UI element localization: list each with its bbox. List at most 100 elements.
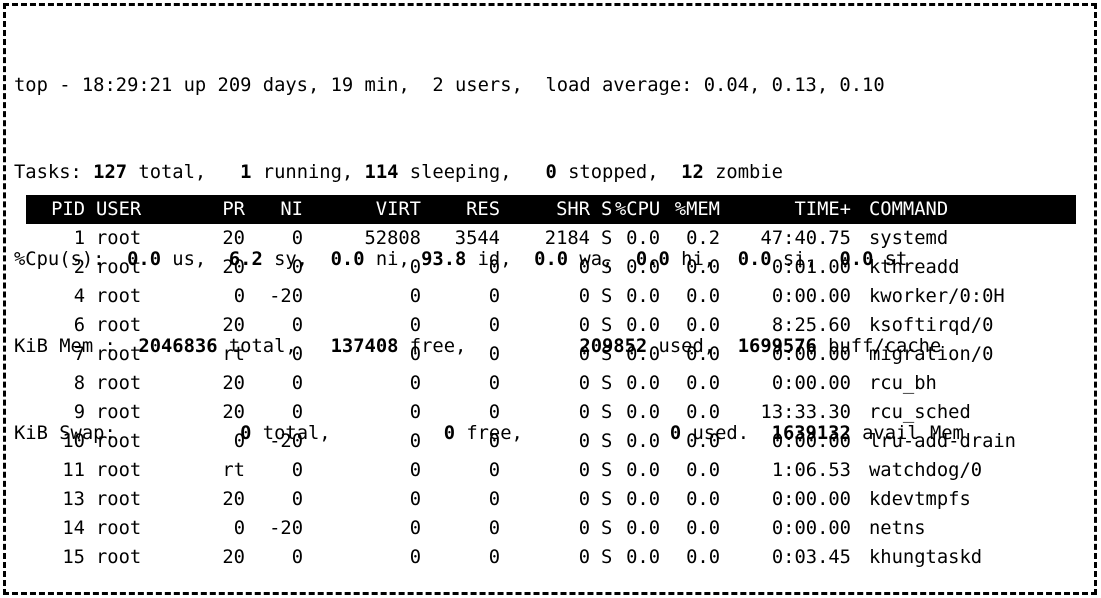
cell-ni: 0 xyxy=(291,489,303,510)
cell-cpu: 0.0 xyxy=(626,315,660,336)
cell-pid: 7 xyxy=(73,344,85,365)
process-row: 11 root rt 0 0 0 0 S 0.0 0.0 1:06.53 wat… xyxy=(26,456,1076,485)
column-header-time: TIME+ xyxy=(794,199,851,220)
cell-virt: 0 xyxy=(409,518,421,539)
column-header-user: USER xyxy=(96,199,142,220)
cell-shr: 0 xyxy=(578,344,590,365)
cell-time: 0:00.00 xyxy=(771,286,851,307)
cell-ni: -20 xyxy=(269,518,303,539)
cell-shr: 0 xyxy=(578,518,590,539)
cell-time: 0:00.00 xyxy=(771,373,851,394)
cell-command: migration/0 xyxy=(869,344,994,365)
cell-user: root xyxy=(96,402,142,423)
cell-cpu: 0.0 xyxy=(626,460,660,481)
column-header-virt: VIRT xyxy=(375,199,421,220)
cell-mem: 0.0 xyxy=(686,257,720,278)
cell-virt: 0 xyxy=(409,402,421,423)
cell-ni: -20 xyxy=(269,431,303,452)
cell-state: S xyxy=(601,460,613,481)
cell-mem: 0.0 xyxy=(686,460,720,481)
cell-state: S xyxy=(601,315,613,336)
cell-pr: rt xyxy=(222,460,245,481)
cell-shr: 0 xyxy=(578,373,590,394)
cell-time: 0:00.00 xyxy=(771,518,851,539)
cell-mem: 0.0 xyxy=(686,547,720,568)
process-row: 1 root 20 0 52808 3544 2184 S 0.0 0.2 47… xyxy=(26,224,1076,253)
cell-virt: 0 xyxy=(409,286,421,307)
cell-mem: 0.0 xyxy=(686,344,720,365)
cell-pr: 0 xyxy=(233,431,245,452)
cell-state: S xyxy=(601,373,613,394)
cell-mem: 0.0 xyxy=(686,518,720,539)
process-row: 13 root 20 0 0 0 0 S 0.0 0.0 0:00.00 kde… xyxy=(26,485,1076,514)
cell-res: 0 xyxy=(488,344,500,365)
summary-line-tasks: Tasks: 127 total, 1 running, 114 sleepin… xyxy=(14,162,783,183)
cell-state: S xyxy=(601,547,613,568)
cell-command: watchdog/0 xyxy=(869,460,983,481)
cell-cpu: 0.0 xyxy=(626,286,660,307)
cell-state: S xyxy=(601,228,613,249)
cell-pid: 6 xyxy=(73,315,85,336)
cell-state: S xyxy=(601,286,613,307)
cell-pid: 10 xyxy=(62,431,85,452)
summary-line-cpu: %Cpu(s): 0.0 us, 6.2 sy, 0.0 ni, 93.8 id… xyxy=(14,249,908,270)
summary-line-uptime: top - 18:29:21 up 209 days, 19 min, 2 us… xyxy=(14,75,885,96)
cell-cpu: 0.0 xyxy=(626,431,660,452)
cell-virt: 0 xyxy=(409,489,421,510)
cell-ni: 0 xyxy=(291,315,303,336)
cell-shr: 0 xyxy=(578,315,590,336)
cell-state: S xyxy=(601,431,613,452)
cell-user: root xyxy=(96,373,142,394)
cell-res: 0 xyxy=(488,286,500,307)
cell-time: 1:06.53 xyxy=(771,460,851,481)
cell-command: lru-add-drain xyxy=(869,431,1016,452)
cell-res: 0 xyxy=(488,257,500,278)
top-summary: top - 18:29:21 up 209 days, 19 min, 2 us… xyxy=(14,13,964,506)
cell-command: rcu_bh xyxy=(869,373,937,394)
cell-virt: 0 xyxy=(409,257,421,278)
column-header-ni: NI xyxy=(280,199,303,220)
cell-time: 0:00.00 xyxy=(771,431,851,452)
cell-shr: 0 xyxy=(578,257,590,278)
cell-cpu: 0.0 xyxy=(626,257,660,278)
cell-state: S xyxy=(601,344,613,365)
cell-command: khungtaskd xyxy=(869,547,983,568)
cell-command: kdevtmpfs xyxy=(869,489,971,510)
cell-shr: 0 xyxy=(578,547,590,568)
cell-virt: 0 xyxy=(409,547,421,568)
cell-ni: 0 xyxy=(291,228,303,249)
cell-command: systemd xyxy=(869,228,949,249)
cell-time: 0:01.00 xyxy=(771,257,851,278)
column-header-pid: PID xyxy=(51,199,85,220)
cell-pr: 20 xyxy=(222,228,245,249)
cell-pid: 14 xyxy=(62,518,85,539)
cell-pid: 2 xyxy=(73,257,85,278)
cell-state: S xyxy=(601,402,613,423)
cell-res: 0 xyxy=(488,547,500,568)
column-header-res: RES xyxy=(466,199,500,220)
cell-mem: 0.0 xyxy=(686,489,720,510)
cell-cpu: 0.0 xyxy=(626,402,660,423)
cell-mem: 0.0 xyxy=(686,315,720,336)
process-row: 14 root 0 -20 0 0 0 S 0.0 0.0 0:00.00 ne… xyxy=(26,514,1076,543)
cell-user: root xyxy=(96,460,142,481)
cell-command: kthreadd xyxy=(869,257,960,278)
cell-state: S xyxy=(601,257,613,278)
cell-shr: 0 xyxy=(578,431,590,452)
cell-command: ksoftirqd/0 xyxy=(869,315,994,336)
column-header-pr: PR xyxy=(222,199,245,220)
cell-shr: 0 xyxy=(578,489,590,510)
cell-mem: 0.0 xyxy=(686,373,720,394)
cell-time: 0:00.00 xyxy=(771,344,851,365)
cell-virt: 0 xyxy=(409,315,421,336)
cell-mem: 0.0 xyxy=(686,431,720,452)
cell-pid: 1 xyxy=(73,228,85,249)
process-row: 9 root 20 0 0 0 0 S 0.0 0.0 13:33.30 rcu… xyxy=(26,398,1076,427)
process-row: 10 root 0 -20 0 0 0 S 0.0 0.0 0:00.00 lr… xyxy=(26,427,1076,456)
cell-cpu: 0.0 xyxy=(626,373,660,394)
cell-user: root xyxy=(96,228,142,249)
cell-pr: 0 xyxy=(233,286,245,307)
cell-res: 0 xyxy=(488,373,500,394)
cell-virt: 0 xyxy=(409,373,421,394)
